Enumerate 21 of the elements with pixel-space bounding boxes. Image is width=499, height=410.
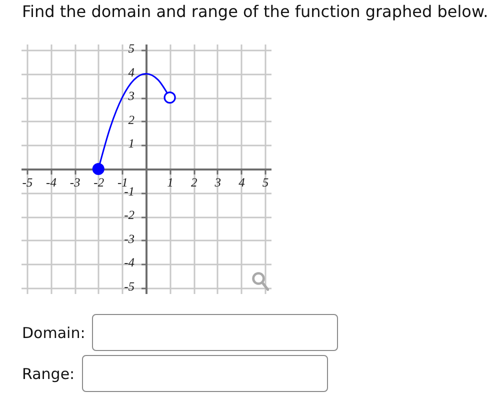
x-tick-label: 4 xyxy=(238,176,245,190)
y-tick-label: 2 xyxy=(128,112,134,127)
x-tick-label: 1 xyxy=(167,176,174,190)
x-tick-label: -4 xyxy=(46,176,56,190)
text: Range: xyxy=(22,364,75,382)
x-tick-label: 5 xyxy=(262,176,269,190)
y-tick-label: 1 xyxy=(128,136,134,151)
x-tick-label: -2 xyxy=(94,176,104,190)
chart-title: Find the domain and range of the function graphed below. xyxy=(22,2,488,21)
text: Domain: xyxy=(22,324,86,342)
x-tick-label: 3 xyxy=(214,176,222,190)
y-tick-label: 3 xyxy=(127,89,134,104)
y-tick-label: 4 xyxy=(128,65,134,80)
y-tick-label: -4 xyxy=(124,256,134,270)
x-tick-label: 2 xyxy=(190,176,198,190)
y-tick-label: -5 xyxy=(124,280,134,294)
x-tick-label: -3 xyxy=(70,176,80,190)
x-tick-label: -5 xyxy=(22,176,33,190)
y-tick-label: 5 xyxy=(128,41,134,56)
y-tick-label: -3 xyxy=(124,232,134,246)
y-tick-label: -2 xyxy=(124,208,134,222)
